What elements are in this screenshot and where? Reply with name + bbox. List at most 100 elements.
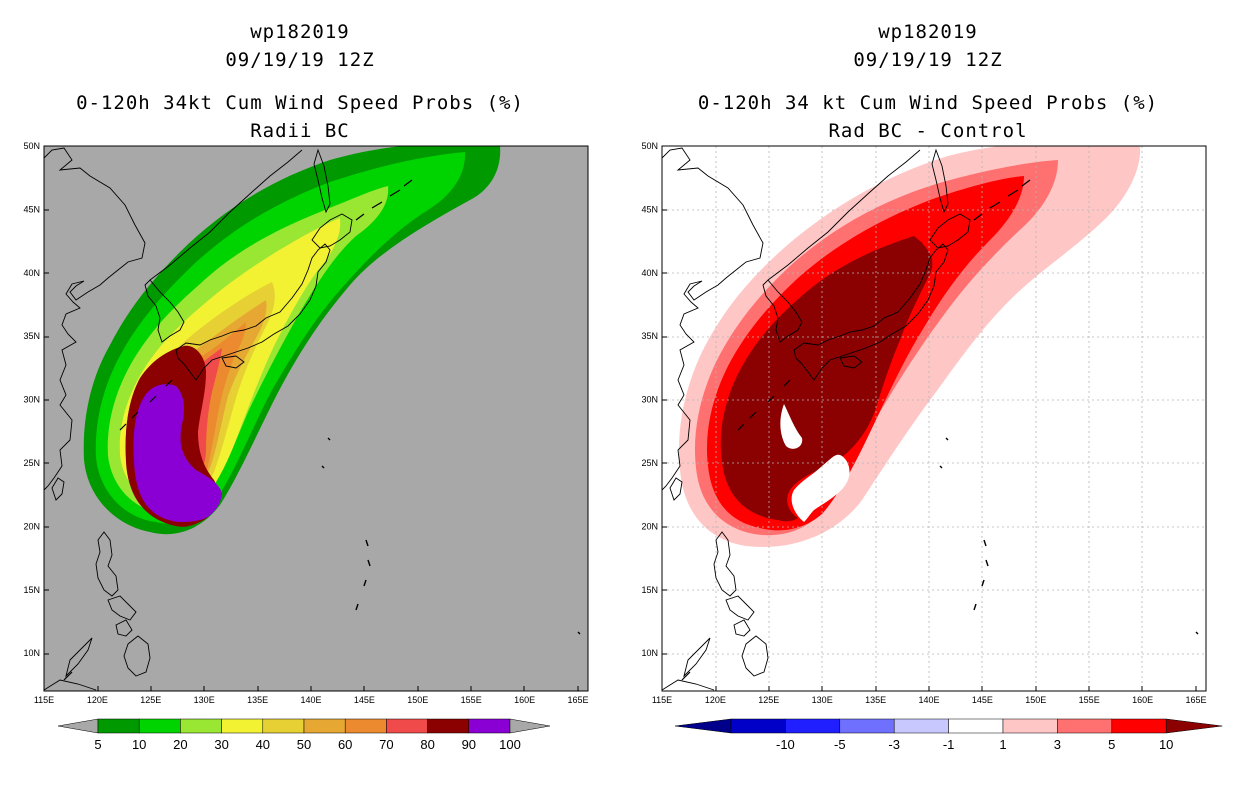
right-lat-tick-label: 45N — [641, 204, 658, 214]
left-colorbar-label: 50 — [297, 737, 311, 752]
right-difference-field — [678, 146, 1141, 547]
left-colorbar-swatch — [180, 718, 222, 734]
left-colorbar-swatch — [138, 718, 181, 734]
right-lon-tick-label: 155E — [1079, 695, 1100, 705]
left-colorbar-label: 10 — [132, 737, 146, 752]
left-colorbar-swatch — [303, 718, 346, 734]
right-lat-tick-label: 15N — [641, 585, 658, 595]
right-colorbar-swatch — [1002, 718, 1058, 734]
left-colorbar-label: 60 — [338, 737, 352, 752]
left-colorbar-label: 20 — [173, 737, 187, 752]
left-axis-labels: 115E 120E 125E 130E 135E 140E 145E 150E 155E 160E… — [23, 141, 588, 705]
right-colorbar-swatch — [1111, 718, 1167, 734]
left-colorbar-swatch — [221, 718, 264, 734]
right-colorbar-label: 5 — [1108, 737, 1115, 752]
left-colorbar-swatch — [386, 718, 428, 734]
left-lat-tick-label: 20N — [23, 521, 40, 531]
left-colorbar-label: 40 — [256, 737, 270, 752]
left-lat-tick-label: 25N — [23, 458, 40, 468]
left-colorbar-swatch — [427, 718, 470, 734]
left-colorbar: 5 10 20 30 40 50 60 70 80 90 100 — [57, 718, 551, 752]
left-lat-tick-label: 45N — [23, 204, 40, 214]
left-colorbar-label: 5 — [94, 737, 101, 752]
left-lat-tick-label: 15N — [23, 585, 40, 595]
left-storm-id: wp182019 — [250, 21, 350, 43]
right-colorbar-label: 1 — [999, 737, 1006, 752]
left-subtitle: Radii BC — [250, 120, 350, 142]
right-title: 0-120h 34 kt Cum Wind Speed Probs (%) — [697, 92, 1159, 114]
right-lat-tick-label: 20N — [641, 521, 658, 531]
right-lon-tick-label: 125E — [758, 695, 779, 705]
right-colorbar-swatch — [730, 718, 786, 734]
left-colorbar-label: 100 — [499, 737, 521, 752]
right-colorbar-label: -3 — [888, 737, 900, 752]
right-colorbar-label: 3 — [1054, 737, 1061, 752]
right-lat-tick-label: 30N — [641, 395, 658, 405]
left-colorbar-label: 90 — [462, 737, 476, 752]
right-lat-tick-label: 10N — [641, 648, 658, 658]
right-lat-tick-label: 35N — [641, 331, 658, 341]
left-lon-tick-label: 165E — [567, 695, 588, 705]
right-map — [661, 145, 1207, 692]
left-lon-tick-label: 155E — [461, 695, 482, 705]
left-colorbar-swatch — [262, 718, 305, 734]
right-lon-tick-label: 165E — [1185, 695, 1206, 705]
right-lon-tick-label: 130E — [812, 695, 833, 705]
left-lon-tick-label: 125E — [140, 695, 161, 705]
right-colorbar-label: -5 — [834, 737, 846, 752]
right-colorbar-swatch — [1057, 718, 1113, 734]
left-colorbar-swatch — [344, 718, 387, 734]
right-colorbar-swatch — [948, 718, 1004, 734]
right-colorbar-low-arrow — [674, 718, 732, 734]
left-title: 0-120h 34kt Cum Wind Speed Probs (%) — [76, 92, 524, 114]
left-colorbar-label: 80 — [420, 737, 434, 752]
left-lon-tick-label: 145E — [354, 695, 375, 705]
right-lon-tick-label: 150E — [1025, 695, 1046, 705]
right-lon-tick-label: 145E — [972, 695, 993, 705]
right-colorbar-label: -1 — [943, 737, 955, 752]
left-map-frame — [43, 145, 589, 692]
right-colorbar-label: 10 — [1159, 737, 1173, 752]
left-lat-tick-label: 30N — [23, 395, 40, 405]
left-lon-tick-label: 160E — [514, 695, 535, 705]
left-colorbar-low-arrow — [57, 718, 99, 734]
right-lat-tick-label: 40N — [641, 268, 658, 278]
right-lon-tick-label: 135E — [865, 695, 886, 705]
left-colorbar-label: 30 — [214, 737, 228, 752]
right-colorbar-swatch — [785, 718, 841, 734]
right-lon-tick-label: 140E — [918, 695, 939, 705]
left-lon-tick-label: 140E — [300, 695, 321, 705]
left-lon-tick-label: 150E — [407, 695, 428, 705]
right-colorbar-high-arrow — [1165, 718, 1223, 734]
right-lon-tick-label: 160E — [1132, 695, 1153, 705]
right-lat-tick-label: 25N — [641, 458, 658, 468]
left-probability-field — [83, 146, 501, 535]
left-colorbar-swatch — [468, 718, 511, 734]
right-storm-id: wp182019 — [878, 21, 978, 43]
right-lon-tick-label: 120E — [705, 695, 726, 705]
left-lat-tick-label: 10N — [23, 648, 40, 658]
right-axis-labels: 115E 120E 125E 130E 135E 140E 145E 150E 155E 160E… — [641, 141, 1206, 705]
right-colorbar-label: -10 — [776, 737, 795, 752]
right-map-frame — [661, 145, 1207, 692]
right-lon-tick-label: 115E — [652, 695, 672, 705]
left-datetime: 09/19/19 12Z — [225, 49, 375, 71]
right-subtitle: Rad BC - Control — [828, 120, 1028, 142]
left-lat-tick-label: 50N — [23, 141, 40, 151]
left-lat-tick-label: 35N — [23, 331, 40, 341]
right-colorbar: -10 -5 -3 -1 1 3 5 10 — [674, 718, 1223, 752]
left-lon-tick-label: 115E — [34, 695, 54, 705]
left-lon-tick-label: 135E — [247, 695, 268, 705]
right-datetime: 09/19/19 12Z — [853, 49, 1003, 71]
left-colorbar-high-arrow — [509, 718, 551, 734]
left-lat-tick-label: 40N — [23, 268, 40, 278]
right-colorbar-swatch — [893, 718, 949, 734]
left-map — [43, 145, 589, 692]
left-colorbar-swatch — [97, 718, 140, 734]
right-lat-tick-label: 50N — [641, 141, 658, 151]
left-lon-tick-label: 130E — [194, 695, 215, 705]
right-colorbar-swatch — [839, 718, 895, 734]
left-lon-tick-label: 120E — [87, 695, 108, 705]
left-colorbar-label: 70 — [379, 737, 393, 752]
